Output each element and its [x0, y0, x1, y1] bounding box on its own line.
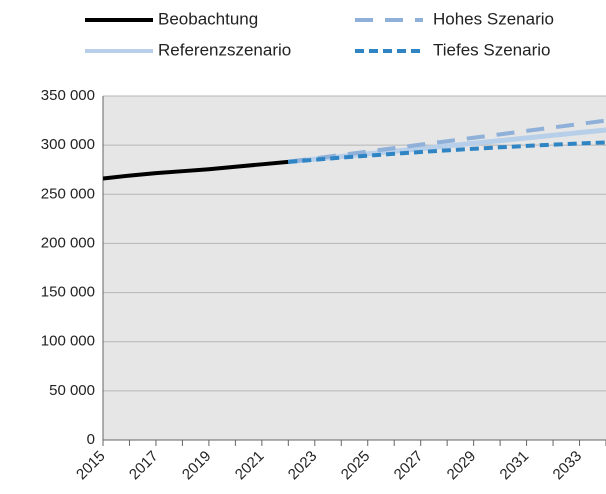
- series-line: [288, 140, 606, 164]
- series-line: [103, 159, 289, 181]
- legend-label: Referenzszenario: [158, 40, 291, 59]
- y-tick-label: 350 000: [41, 87, 95, 104]
- x-tick-label: 2033: [550, 448, 586, 484]
- legend-label: Beobachtung: [158, 9, 258, 28]
- x-tick-label: 2029: [444, 448, 480, 484]
- y-tick-label: 50 000: [49, 382, 95, 399]
- x-tick-label: 2019: [179, 448, 215, 484]
- x-tick-label: 2021: [232, 448, 268, 484]
- y-tick-label: 250 000: [41, 185, 95, 202]
- legend-label: Hohes Szenario: [433, 9, 554, 28]
- legend-label: Tiefes Szenario: [433, 40, 550, 59]
- y-tick-label: 300 000: [41, 136, 95, 153]
- x-tick-label: 2025: [338, 448, 374, 484]
- y-tick-label: 0: [87, 431, 95, 448]
- y-tick-label: 150 000: [41, 284, 95, 301]
- x-tick-label: 2031: [497, 448, 533, 484]
- x-tick-label: 2015: [73, 448, 109, 484]
- y-tick-label: 200 000: [41, 234, 95, 251]
- series-line: [288, 127, 606, 165]
- x-tick-label: 2023: [285, 448, 321, 484]
- x-tick-label: 2017: [126, 448, 162, 484]
- x-tick-label: 2027: [391, 448, 427, 484]
- y-tick-label: 100 000: [41, 333, 95, 350]
- series-line: [288, 118, 606, 164]
